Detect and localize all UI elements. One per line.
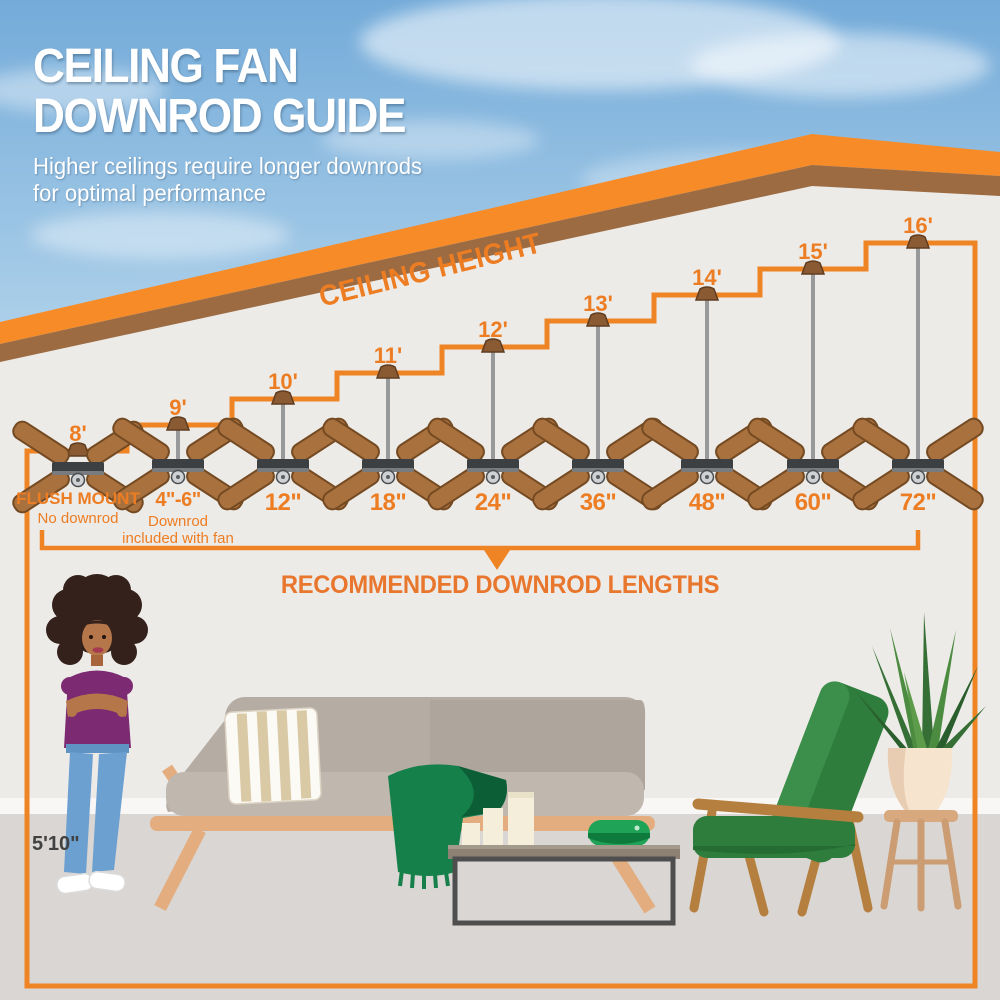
bracket-arrow-icon (482, 547, 512, 570)
roof-band-orange (0, 134, 1000, 344)
downrod-note: No downrod (37, 510, 119, 527)
downrod-note: Downrod included with fan (122, 513, 234, 547)
fan-unit-11ft (319, 364, 457, 514)
ceiling-height-value-16ft: 16' (903, 213, 933, 238)
downrod-length-label: 4"-6" (155, 489, 201, 511)
fan-label-group: 36" (523, 489, 673, 517)
fan-unit-16ft (849, 234, 987, 514)
woman-illustration (46, 574, 148, 895)
striped-pillow (224, 707, 322, 805)
green-throw (388, 764, 507, 889)
ceiling-height-value-10ft: 10' (268, 369, 298, 394)
fan-unit-15ft (744, 260, 882, 514)
recommended-downrod-heading: RECOMMENDED DOWNROD LENGTHS (280, 571, 720, 599)
page-subtitle: Higher ceilings require longer downrods … (33, 153, 422, 207)
ceiling-height-value-14ft: 14' (692, 265, 722, 290)
downrod-length-label: 12" (264, 489, 302, 516)
fan-label-group: FLUSH MOUNT No downrod (3, 489, 153, 528)
downrod-length-label: 18" (369, 489, 407, 516)
green-dish (588, 820, 650, 846)
downrod-bracket (39, 530, 921, 570)
plant-icon (856, 612, 986, 758)
downrod-length-label: 36" (579, 489, 617, 516)
ceiling-height-value-8ft: 8' (69, 421, 87, 446)
fan-label-group: 48" (632, 489, 782, 517)
page-title: CEILING FAN DOWNROD GUIDE (33, 40, 407, 143)
fan-unit-13ft (529, 312, 667, 514)
ceiling-stairline-border (24, 240, 978, 989)
ceiling-height-value-11ft: 11' (373, 343, 403, 368)
title-line-2: DOWNROD GUIDE (33, 89, 407, 143)
afro-hair (46, 574, 148, 665)
fan-unit-14ft (638, 286, 776, 514)
ceiling-height-value-12ft: 12' (478, 317, 508, 342)
fan-label-group: 12" (208, 489, 358, 517)
fan-label-group: 72" (843, 489, 993, 517)
fan-label-group: 60" (738, 489, 888, 517)
coffee-table-illustration (448, 792, 680, 926)
fan-unit-12ft (424, 338, 562, 514)
ceiling-height-value-15ft: 15' (798, 239, 828, 264)
fan-label-group: 24" (418, 489, 568, 517)
downrod-length-label: 48" (688, 489, 726, 516)
fan-unit-10ft (214, 390, 352, 514)
title-line-1: CEILING FAN (33, 40, 299, 93)
subtitle-line-2: for optimal performance (33, 180, 267, 207)
downrod-length-label: FLUSH MOUNT (16, 489, 140, 508)
subtitle-line-1: Higher ceilings require longer downrods (33, 153, 423, 179)
fan-label-group: 18" (313, 489, 463, 517)
plant-stand-illustration (856, 612, 986, 912)
fan-label-group: 4"-6" Downrod included with fan (103, 489, 253, 548)
fan-units (9, 234, 987, 517)
armchair-illustration (689, 681, 889, 917)
roof-band-brown (0, 165, 1000, 362)
person-height-label: 5'10" (32, 833, 80, 855)
downrod-length-label: 60" (794, 489, 832, 516)
fan-unit-9ft (109, 414, 247, 514)
downrod-length-label: 24" (474, 489, 512, 516)
ceiling-height-value-9ft: 9' (169, 395, 187, 420)
downrod-length-label: 72" (899, 489, 937, 516)
ceiling-height-value-13ft: 13' (583, 291, 613, 316)
